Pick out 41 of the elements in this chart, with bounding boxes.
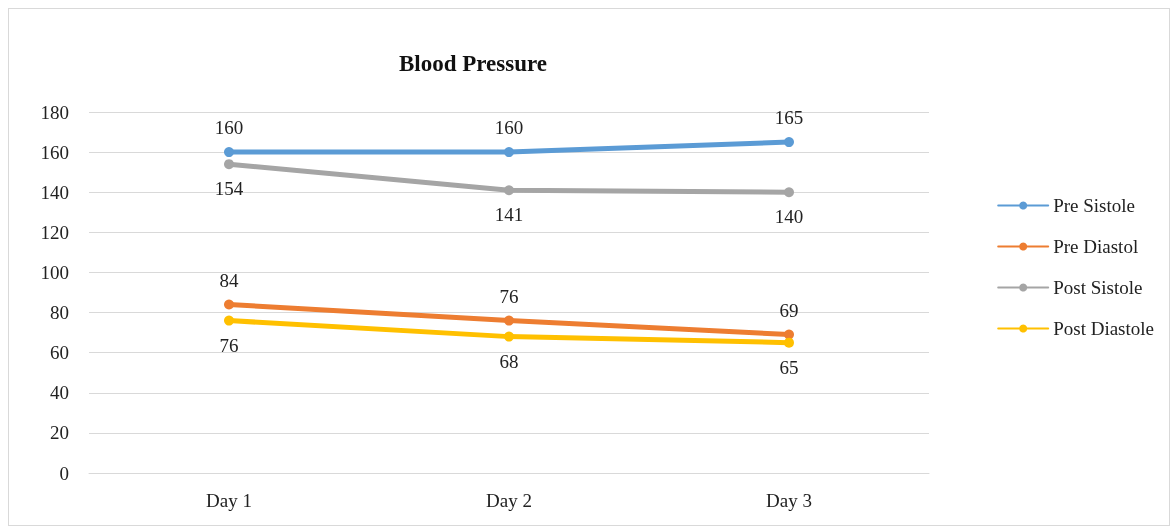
data-label: 76 [219, 334, 239, 356]
point [784, 137, 794, 148]
point [224, 147, 234, 158]
data-label: 165 [774, 107, 804, 129]
legend-label: Pre Sistole [1053, 195, 1135, 216]
data-label: 68 [499, 350, 519, 372]
point [224, 315, 234, 326]
x-tick-label: Day 2 [486, 490, 532, 511]
x-tick-label: Day 3 [766, 490, 812, 511]
y-tick-label: 80 [50, 302, 69, 324]
y-tick-label: 100 [40, 261, 69, 283]
y-tick-label: 40 [50, 382, 69, 404]
y-tick-label: 0 [59, 462, 69, 484]
data-label: 69 [779, 299, 799, 321]
chart-title: Blood Pressure [399, 51, 548, 76]
point [504, 147, 514, 158]
legend-label: Post Diastole [1053, 318, 1154, 339]
legend-label: Post Sistole [1053, 277, 1143, 298]
x-tick-label: Day 1 [206, 490, 252, 511]
point [504, 331, 514, 342]
point [224, 299, 234, 310]
data-label: 160 [494, 117, 524, 139]
point [504, 315, 514, 326]
point [504, 185, 514, 196]
data-label: 141 [494, 204, 524, 226]
data-label: 76 [499, 285, 519, 307]
data-label: 140 [774, 206, 804, 228]
legend-label: Pre Diastol [1053, 236, 1139, 257]
data-label: 84 [219, 269, 239, 291]
y-tick-label: 140 [40, 181, 69, 203]
y-tick-label: 180 [40, 101, 69, 123]
data-label: 65 [779, 356, 799, 378]
y-tick-label: 160 [40, 141, 69, 163]
data-label: 154 [214, 178, 244, 200]
point [784, 337, 794, 348]
y-tick-label: 120 [40, 221, 69, 243]
data-label: 160 [214, 117, 244, 139]
y-tick-label: 20 [50, 422, 69, 444]
y-tick-label: 60 [50, 342, 69, 364]
point [224, 159, 234, 170]
point [784, 187, 794, 198]
